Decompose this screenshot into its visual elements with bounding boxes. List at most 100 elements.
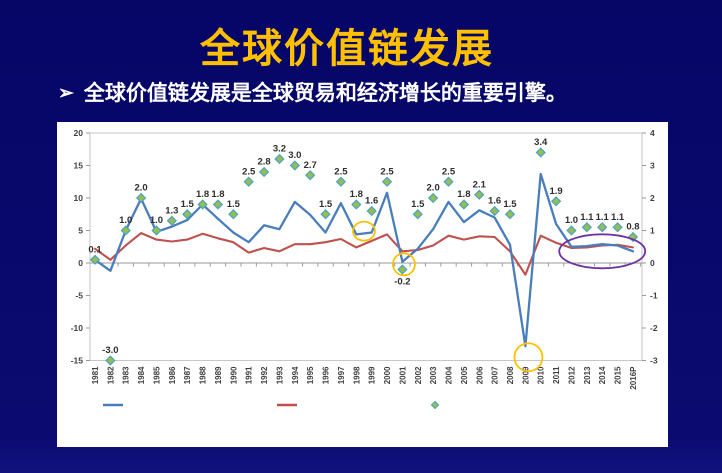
diamond-data-label: -0.2 bbox=[394, 277, 410, 288]
diamond-data-label: 3.4 bbox=[534, 137, 548, 148]
diamond-marker bbox=[581, 222, 592, 233]
x-axis-year-label: 2008 bbox=[506, 366, 515, 384]
x-axis-year-label: 1987 bbox=[183, 366, 192, 384]
diamond-marker bbox=[166, 215, 177, 226]
x-axis-year-label: 2005 bbox=[460, 366, 469, 384]
x-axis-year-label: 1998 bbox=[352, 366, 361, 384]
highlight-recent-flat-ellipse bbox=[558, 233, 647, 270]
right-axis-tick-label: -3 bbox=[650, 356, 658, 366]
diamond-data-label: 1.5 bbox=[181, 199, 195, 210]
right-axis: 4 3 2 1 0 -1 -2 -3 bbox=[642, 128, 658, 366]
diamond-data-label: 2.1 bbox=[473, 179, 487, 190]
left-axis-tick-label: 20 bbox=[74, 128, 84, 138]
x-axis-year-label: 2004 bbox=[445, 366, 454, 384]
diamond-data-label: 1.1 bbox=[596, 212, 610, 223]
diamond-data-label: 2.5 bbox=[380, 166, 394, 177]
diamond-marker bbox=[366, 205, 377, 217]
left-axis-tick-label: -15 bbox=[71, 356, 84, 366]
x-axis-year-label: 1999 bbox=[368, 366, 377, 384]
x-axis-year-label: 2001 bbox=[398, 366, 407, 384]
bullet-text: 全球价值链发展是全球贸易和经济增长的重要引擎。 bbox=[83, 81, 567, 105]
diamond-data-label: 2.5 bbox=[242, 166, 256, 177]
diamond-marker bbox=[151, 225, 162, 236]
diamond-data-label: 1.5 bbox=[227, 199, 241, 210]
diamond-marker bbox=[289, 160, 300, 171]
diamond-marker bbox=[243, 176, 254, 187]
diamond-data-label: 1.5 bbox=[319, 199, 333, 210]
x-axis-year-label: 2011 bbox=[552, 366, 561, 384]
diamond-marker bbox=[212, 199, 224, 210]
diamond-data-label: 2.5 bbox=[442, 166, 456, 177]
diamond-data-label: 0.1 bbox=[88, 244, 102, 255]
x-axis-year-label: 1989 bbox=[214, 366, 223, 384]
x-axis-year-label: 1986 bbox=[168, 366, 177, 384]
diamond-data-label: 2.7 bbox=[304, 160, 317, 171]
right-axis-tick-label: 3 bbox=[650, 161, 655, 171]
diamond-data-label: 2.0 bbox=[427, 183, 440, 194]
left-axis-tick-label: 10 bbox=[74, 193, 84, 203]
left-axis-tick-label: 15 bbox=[74, 161, 84, 171]
diamond-marker bbox=[627, 231, 639, 243]
diamond-marker bbox=[612, 222, 623, 233]
left-axis-tick-label: 0 bbox=[78, 258, 83, 268]
diamond-marker bbox=[197, 199, 208, 210]
x-axis-year-label: 1982 bbox=[106, 366, 115, 384]
diamond-marker bbox=[351, 199, 362, 210]
diamond-marker bbox=[335, 176, 347, 187]
diamond-marker bbox=[443, 176, 454, 187]
x-axis-year-label: 2016P bbox=[629, 366, 638, 390]
diamond-data-label: 1.6 bbox=[488, 196, 501, 207]
red-line bbox=[93, 232, 634, 276]
x-axis-year-label: 1990 bbox=[229, 366, 238, 384]
x-axis-year-label: 2007 bbox=[491, 366, 500, 384]
diamond-marker bbox=[597, 222, 608, 233]
diamond-data-label: 1.0 bbox=[119, 215, 132, 226]
x-axis-year-label: 1991 bbox=[245, 366, 254, 384]
x-axis-year-label: 2003 bbox=[429, 366, 438, 384]
diamond-data-label: 1.5 bbox=[503, 199, 517, 210]
diamond-marker bbox=[305, 170, 316, 181]
diamond-data-label: 1.9 bbox=[549, 186, 562, 197]
diamond-data-label: 1.0 bbox=[565, 215, 578, 226]
diamond-data-label: 1.8 bbox=[211, 189, 224, 200]
bullet-line: ➢ 全球价值链发展是全球贸易和经济增长的重要引擎。 bbox=[58, 80, 698, 107]
x-axis-year-label: 1983 bbox=[122, 366, 131, 384]
diamond-data-label: 1.5 bbox=[411, 199, 425, 210]
right-axis-tick-label: 0 bbox=[650, 258, 655, 268]
highlight-2001-ratio-circle bbox=[392, 252, 416, 277]
right-axis-tick-label: -2 bbox=[650, 323, 658, 333]
diamond-marker bbox=[89, 254, 101, 265]
diamond-marker bbox=[535, 147, 546, 158]
diamond-marker bbox=[489, 205, 500, 217]
diamond-data-label: 1.3 bbox=[165, 205, 178, 216]
ratio-diamond-series: 0.1-3.01.02.01.01.31.51.8 1.81.52.52.83.2… bbox=[88, 137, 640, 366]
diamond-data-label: 1.8 bbox=[350, 189, 363, 200]
diamond-data-label: 1.8 bbox=[196, 189, 209, 200]
x-axis-year-label: 1981 bbox=[91, 366, 100, 384]
bullet-arrow-icon: ➢ bbox=[58, 83, 74, 104]
highlight-1998-dip-circle bbox=[352, 220, 376, 242]
blue-line bbox=[93, 172, 635, 348]
diamond-marker bbox=[474, 189, 485, 200]
diamond-marker bbox=[458, 199, 470, 210]
plot-axes bbox=[89, 132, 643, 361]
x-axis-year-label: 2012 bbox=[567, 366, 576, 384]
page-title: 全球价值链发展 bbox=[200, 26, 494, 71]
diamond-marker bbox=[274, 153, 285, 165]
right-axis-tick-label: 2 bbox=[650, 193, 655, 203]
x-axis-year-label: 2013 bbox=[583, 366, 592, 384]
x-axis-year-label: 2002 bbox=[414, 366, 423, 384]
diamond-data-label: 1.1 bbox=[611, 212, 625, 223]
x-axis-year-label: 1984 bbox=[137, 366, 146, 384]
diamond-data-label: 2.8 bbox=[257, 157, 270, 168]
legend-diamond-swatch bbox=[430, 400, 440, 410]
x-axis-year-label: 2010 bbox=[537, 366, 546, 384]
annotations bbox=[352, 220, 647, 373]
diamond-marker bbox=[397, 264, 408, 275]
diamond-data-label: 3.0 bbox=[288, 150, 301, 161]
x-axis-year-label: 2000 bbox=[383, 366, 392, 384]
diamond-marker bbox=[228, 209, 239, 220]
x-axis-year-label: 1985 bbox=[152, 366, 161, 384]
